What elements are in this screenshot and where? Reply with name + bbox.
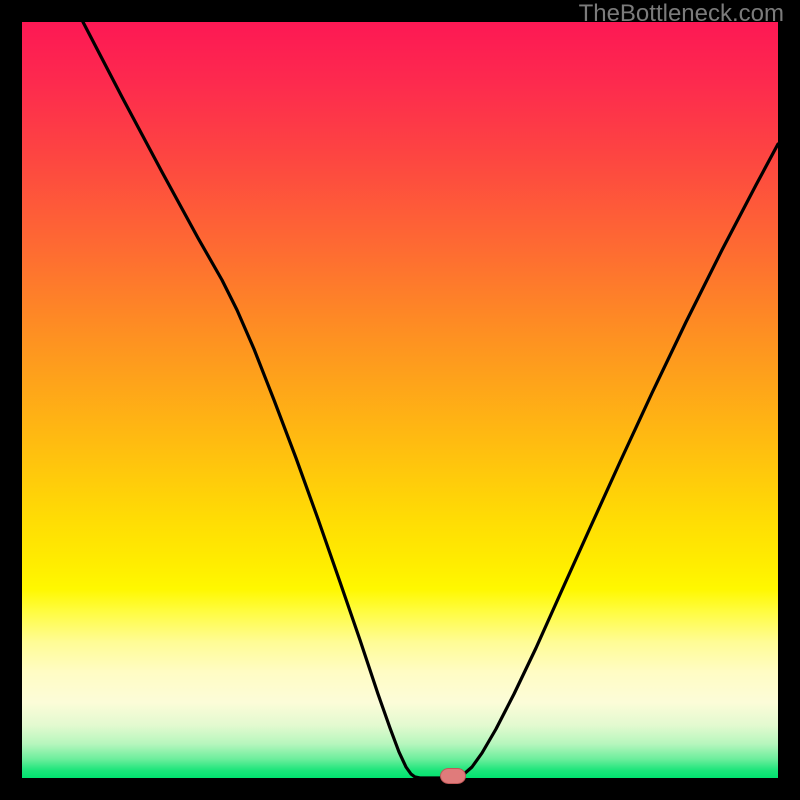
gradient-background (22, 22, 778, 778)
plot-svg (22, 22, 778, 778)
optimal-marker (440, 768, 466, 784)
watermark-text: TheBottleneck.com (579, 0, 784, 28)
chart-stage: TheBottleneck.com (0, 0, 800, 800)
plot-area (22, 22, 778, 778)
